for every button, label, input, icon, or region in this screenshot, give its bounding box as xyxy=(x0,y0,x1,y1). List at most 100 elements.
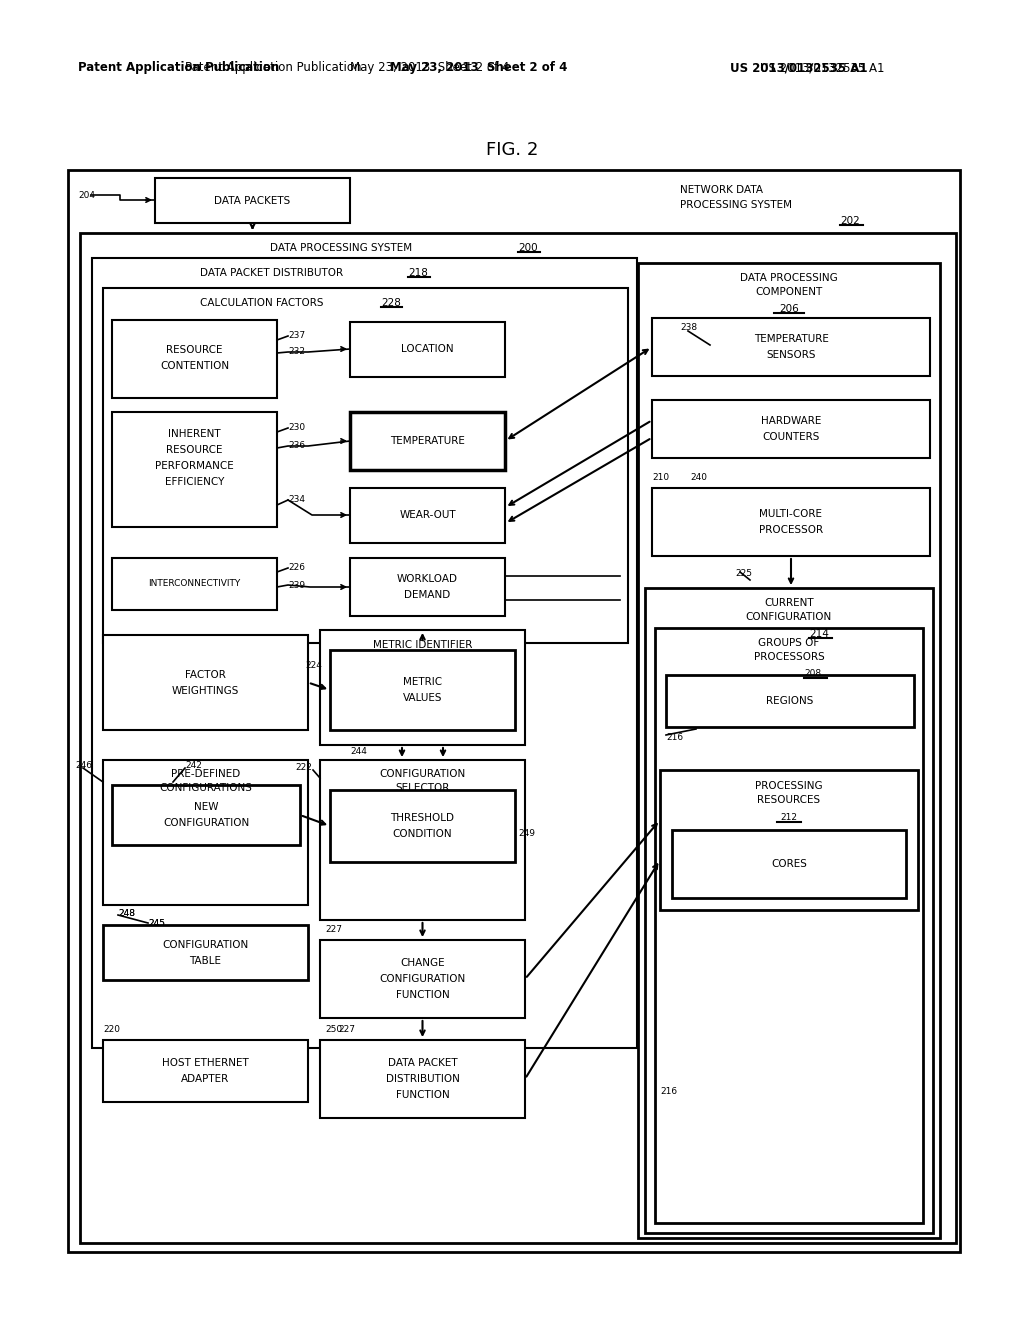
Bar xyxy=(660,770,918,909)
Text: DATA PACKETS: DATA PACKETS xyxy=(214,195,291,206)
Bar xyxy=(350,322,505,378)
Text: COMPONENT: COMPONENT xyxy=(756,286,822,297)
Text: CONTENTION: CONTENTION xyxy=(160,360,229,371)
Text: EFFICIENCY: EFFICIENCY xyxy=(165,477,224,487)
Text: 237: 237 xyxy=(288,331,305,341)
Text: DEMAND: DEMAND xyxy=(404,590,451,601)
Text: CHANGE: CHANGE xyxy=(400,958,444,968)
Bar xyxy=(319,630,525,744)
Text: 248: 248 xyxy=(118,908,135,917)
Text: PROCESSING: PROCESSING xyxy=(755,781,823,791)
Text: WEIGHTINGS: WEIGHTINGS xyxy=(172,685,240,696)
Text: US 2013/0132535 A1: US 2013/0132535 A1 xyxy=(760,62,885,74)
Bar xyxy=(68,170,961,1251)
Bar xyxy=(319,1040,525,1118)
Bar xyxy=(112,319,278,399)
Text: May 23, 2013  Sheet 2 of 4: May 23, 2013 Sheet 2 of 4 xyxy=(350,62,510,74)
Text: 224: 224 xyxy=(305,660,322,669)
Text: SENSORS: SENSORS xyxy=(766,350,816,360)
Text: 206: 206 xyxy=(779,304,799,314)
Text: DATA PACKET DISTRIBUTOR: DATA PACKET DISTRIBUTOR xyxy=(200,268,343,279)
Text: MULTI-CORE: MULTI-CORE xyxy=(760,510,822,519)
Text: 248: 248 xyxy=(118,908,135,917)
Text: PROCESSOR: PROCESSOR xyxy=(759,525,823,535)
Text: PRE-DEFINED: PRE-DEFINED xyxy=(171,770,240,779)
Text: CONFIGURATION: CONFIGURATION xyxy=(379,770,466,779)
Text: 225: 225 xyxy=(735,569,752,578)
Text: FIG. 2: FIG. 2 xyxy=(485,141,539,158)
Text: CONFIGURATIONS: CONFIGURATIONS xyxy=(159,783,252,793)
Bar xyxy=(652,400,930,458)
Text: 245: 245 xyxy=(148,920,165,928)
Text: CORES: CORES xyxy=(771,859,807,869)
Text: 226: 226 xyxy=(288,564,305,573)
Text: Patent Application Publication: Patent Application Publication xyxy=(185,62,361,74)
Text: 204: 204 xyxy=(78,190,95,199)
Bar xyxy=(638,263,940,1238)
Bar xyxy=(655,628,923,1224)
Text: INHERENT: INHERENT xyxy=(168,429,221,440)
Text: 222: 222 xyxy=(295,763,312,772)
Text: 216: 216 xyxy=(660,1086,677,1096)
Text: LOCATION: LOCATION xyxy=(401,345,454,355)
Text: FUNCTION: FUNCTION xyxy=(395,1090,450,1100)
Text: 216: 216 xyxy=(666,733,683,742)
Bar xyxy=(155,178,350,223)
Text: 242: 242 xyxy=(185,760,202,770)
Text: 227: 227 xyxy=(338,1026,355,1035)
Text: 246: 246 xyxy=(75,760,92,770)
Text: DATA PROCESSING: DATA PROCESSING xyxy=(740,273,838,282)
Bar xyxy=(350,488,505,543)
Bar xyxy=(80,234,956,1243)
Text: FACTOR: FACTOR xyxy=(185,669,226,680)
Bar xyxy=(103,925,308,979)
Text: NEW: NEW xyxy=(194,803,218,812)
Text: 227: 227 xyxy=(325,925,342,935)
Text: May 23, 2013  Sheet 2 of 4: May 23, 2013 Sheet 2 of 4 xyxy=(390,62,567,74)
Bar xyxy=(666,675,914,727)
Text: NETWORK DATA: NETWORK DATA xyxy=(680,185,763,195)
Text: DATA PROCESSING SYSTEM: DATA PROCESSING SYSTEM xyxy=(270,243,412,253)
Text: METRIC IDENTIFIER: METRIC IDENTIFIER xyxy=(373,640,472,649)
Bar xyxy=(330,789,515,862)
Bar xyxy=(652,318,930,376)
Text: RESOURCES: RESOURCES xyxy=(758,795,820,805)
Text: PROCESSORS: PROCESSORS xyxy=(754,652,824,663)
Text: DATA PACKET: DATA PACKET xyxy=(388,1059,458,1068)
Text: TEMPERATURE: TEMPERATURE xyxy=(754,334,828,345)
Text: RESOURCE: RESOURCE xyxy=(166,345,223,355)
Text: 202: 202 xyxy=(840,216,860,226)
Text: WORKLOAD: WORKLOAD xyxy=(397,574,458,583)
Text: 208: 208 xyxy=(804,669,821,678)
Text: GROUPS OF: GROUPS OF xyxy=(759,638,819,648)
Text: 228: 228 xyxy=(381,298,400,308)
Text: 200: 200 xyxy=(518,243,538,253)
Bar xyxy=(103,635,308,730)
Bar xyxy=(319,940,525,1018)
Text: 245: 245 xyxy=(148,919,165,928)
Bar xyxy=(103,288,628,643)
Bar xyxy=(112,412,278,527)
Text: REGIONS: REGIONS xyxy=(766,696,814,706)
Bar xyxy=(92,257,637,1048)
Text: DISTRIBUTION: DISTRIBUTION xyxy=(386,1074,460,1084)
Text: 232: 232 xyxy=(288,347,305,356)
Text: CONFIGURATION: CONFIGURATION xyxy=(379,974,466,983)
Text: US 2013/0132535 A1: US 2013/0132535 A1 xyxy=(730,62,867,74)
Text: WEAR-OUT: WEAR-OUT xyxy=(399,511,456,520)
Text: ADAPTER: ADAPTER xyxy=(181,1074,229,1084)
Text: TEMPERATURE: TEMPERATURE xyxy=(390,436,465,446)
Text: 234: 234 xyxy=(288,495,305,504)
Bar xyxy=(319,760,525,920)
Text: FUNCTION: FUNCTION xyxy=(395,990,450,1001)
Text: CONFIGURATION: CONFIGURATION xyxy=(745,612,833,622)
Bar xyxy=(112,785,300,845)
Bar xyxy=(330,649,515,730)
Bar xyxy=(350,558,505,616)
Bar xyxy=(350,412,505,470)
Text: 214: 214 xyxy=(809,630,828,639)
Text: 238: 238 xyxy=(680,323,697,333)
Text: COUNTERS: COUNTERS xyxy=(762,432,819,442)
Text: VALUES: VALUES xyxy=(402,693,442,704)
Text: METRIC: METRIC xyxy=(402,677,442,686)
